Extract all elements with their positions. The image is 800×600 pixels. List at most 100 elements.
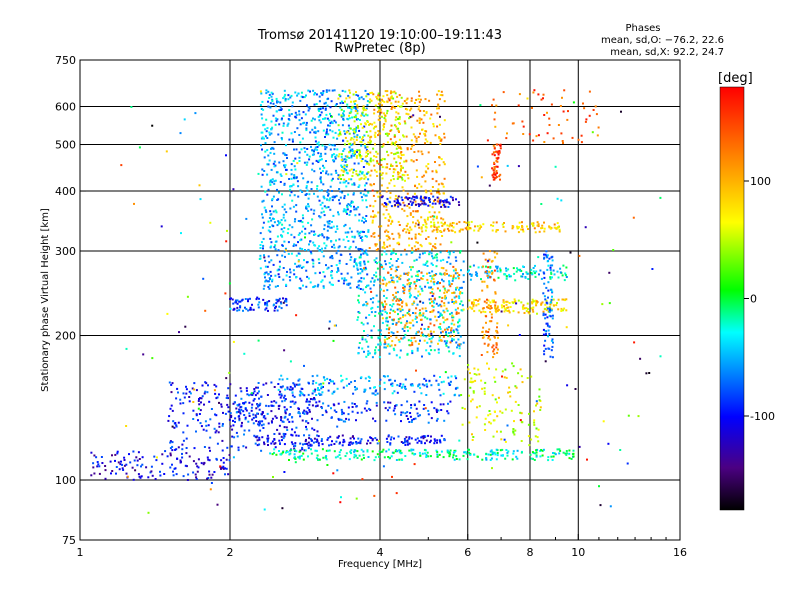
data-point [449, 195, 452, 198]
data-point [397, 338, 400, 341]
colorbar-tick-label: -100 [750, 410, 775, 423]
data-point [363, 407, 366, 410]
data-point [313, 170, 316, 173]
data-point [521, 381, 524, 384]
data-point [421, 278, 424, 280]
data-point [378, 109, 380, 112]
data-point [325, 455, 328, 458]
data-point [270, 95, 273, 98]
data-point [482, 307, 485, 310]
data-point [390, 124, 393, 127]
data-point [344, 223, 347, 226]
data-point [493, 376, 496, 379]
data-point [318, 215, 321, 218]
data-point [392, 309, 395, 312]
data-point [395, 161, 398, 164]
data-point [422, 121, 425, 124]
data-point [470, 307, 473, 310]
data-point [246, 393, 249, 396]
data-point [242, 445, 245, 448]
data-point [341, 434, 344, 437]
data-point [329, 256, 332, 259]
data-point [331, 89, 334, 92]
data-point [392, 347, 395, 350]
data-point [104, 469, 107, 472]
data-point [502, 299, 505, 302]
data-point [365, 340, 368, 343]
data-point [386, 245, 389, 248]
data-point [619, 449, 622, 451]
data-point [205, 429, 208, 432]
data-point [380, 225, 383, 228]
data-point [285, 283, 288, 286]
data-point [543, 114, 546, 116]
data-point [421, 383, 424, 386]
data-point [578, 254, 581, 257]
data-point [237, 446, 240, 449]
data-point [376, 262, 378, 265]
data-point [280, 137, 283, 139]
data-point [399, 147, 402, 149]
data-point [393, 297, 396, 300]
data-point [433, 407, 436, 410]
data-point [406, 443, 409, 446]
data-point [398, 243, 401, 246]
data-point [295, 114, 298, 116]
data-point [159, 470, 161, 473]
data-point [447, 289, 450, 292]
data-point [215, 458, 218, 461]
data-point [286, 386, 289, 389]
data-point [406, 228, 409, 231]
data-point [343, 197, 346, 200]
data-point [455, 455, 458, 458]
data-point [332, 283, 334, 286]
data-point [376, 442, 379, 445]
data-point [492, 144, 495, 147]
data-point [496, 401, 498, 404]
data-point [421, 323, 423, 326]
data-point [328, 124, 331, 127]
data-point [402, 290, 405, 293]
data-point [415, 284, 417, 287]
data-point [416, 186, 419, 189]
data-point [329, 378, 332, 381]
data-point [419, 285, 422, 288]
data-point [486, 286, 489, 289]
data-point [445, 342, 448, 344]
data-point [390, 164, 392, 167]
data-point [495, 170, 498, 172]
data-point [464, 451, 467, 454]
data-point [520, 412, 523, 415]
data-point [508, 386, 511, 389]
data-point [381, 104, 383, 107]
data-point [430, 340, 433, 343]
data-point [432, 229, 435, 232]
data-point [507, 268, 510, 271]
data-point [387, 271, 390, 274]
data-point [440, 138, 443, 141]
data-point [508, 302, 511, 304]
data-point [416, 119, 419, 122]
data-point [340, 153, 343, 156]
data-point [264, 417, 267, 420]
data-point [318, 392, 320, 395]
data-point [425, 454, 428, 457]
data-point [328, 327, 331, 330]
data-point [499, 147, 502, 150]
data-point [356, 411, 359, 414]
data-point [372, 392, 375, 395]
data-point [330, 416, 333, 419]
data-point [407, 417, 409, 420]
data-point [493, 147, 496, 150]
data-point [351, 148, 354, 151]
data-point [476, 275, 479, 277]
data-point [438, 164, 441, 167]
data-point [311, 218, 314, 221]
data-point [546, 316, 549, 319]
data-point [461, 304, 464, 307]
data-point [395, 252, 397, 255]
data-point [218, 401, 220, 404]
data-point [459, 250, 462, 252]
data-point [564, 274, 567, 277]
data-point [412, 324, 415, 327]
